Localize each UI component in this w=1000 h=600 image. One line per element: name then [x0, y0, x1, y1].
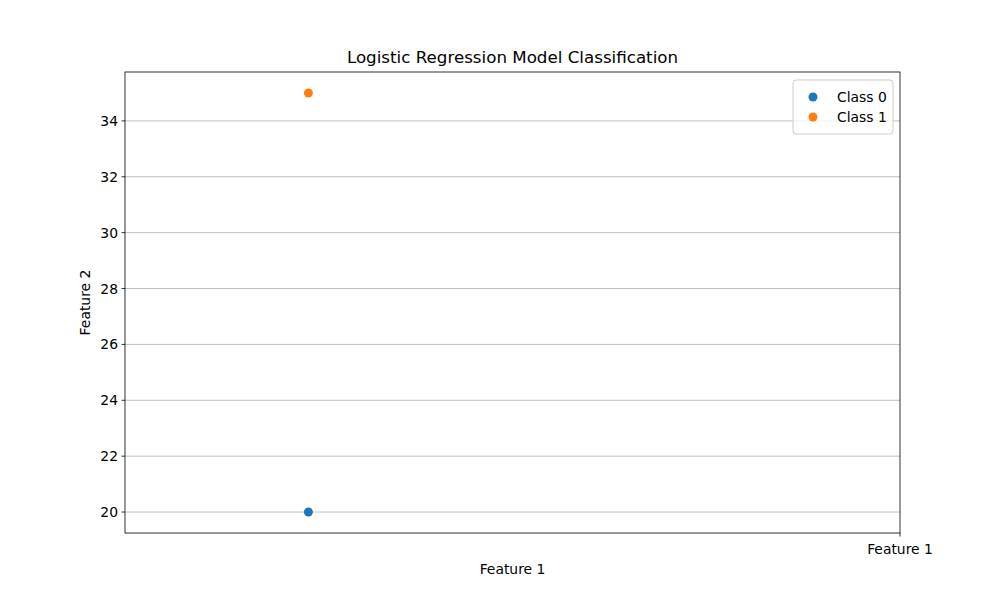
y-tick: [122, 288, 126, 289]
background: [0, 0, 1000, 600]
chart-root: 20 22 24 26 28 30 32 34 Feature 1 Logistic Regres…: [0, 0, 1000, 600]
grid-line: [125, 400, 900, 401]
x-tick-label: Feature 1: [867, 541, 933, 557]
legend-marker: [809, 93, 818, 102]
y-tick-label: 32: [100, 169, 118, 185]
point: [304, 88, 313, 97]
grid-line: [125, 120, 900, 121]
y-tick-label: 26: [100, 336, 118, 352]
title: Logistic Regression Model Classification: [347, 47, 678, 67]
y-tick-label: 30: [100, 225, 118, 241]
grid-line: [125, 344, 900, 345]
y-tick: [122, 456, 126, 457]
y-tick: [122, 176, 126, 177]
legend-marker: [809, 113, 818, 122]
plot-frame: [125, 72, 900, 533]
y-tick-label: 28: [100, 281, 118, 297]
grid-line: [125, 512, 900, 513]
grid-line: [125, 176, 900, 177]
grid-line: [125, 232, 900, 233]
point: [304, 508, 313, 517]
y-tick-label: 34: [100, 113, 118, 129]
x-axis-label: Feature 1: [480, 561, 546, 577]
y-tick: [122, 344, 126, 345]
y-tick: [122, 400, 126, 401]
legend-label: Class 1: [837, 109, 887, 125]
legend-label: Class 0: [837, 89, 887, 105]
y-tick-label: 22: [100, 448, 118, 464]
chart: 20 22 24 26 28 30 32 34 Feature 1 Logistic Regres…: [0, 0, 1000, 600]
y-tick: [122, 512, 126, 513]
y-tick: [122, 120, 126, 121]
legend-box: [793, 80, 893, 134]
legend: Class 0 Class 1: [793, 80, 893, 134]
grid-line: [125, 288, 900, 289]
x-tick: [900, 533, 901, 537]
y-axis-label: Feature 2: [77, 270, 93, 336]
plot-area: [304, 88, 313, 516]
y-tick: [122, 232, 126, 233]
grid-line: [125, 456, 900, 457]
y-tick-label: 20: [100, 504, 118, 520]
y-tick-label: 24: [100, 392, 118, 408]
